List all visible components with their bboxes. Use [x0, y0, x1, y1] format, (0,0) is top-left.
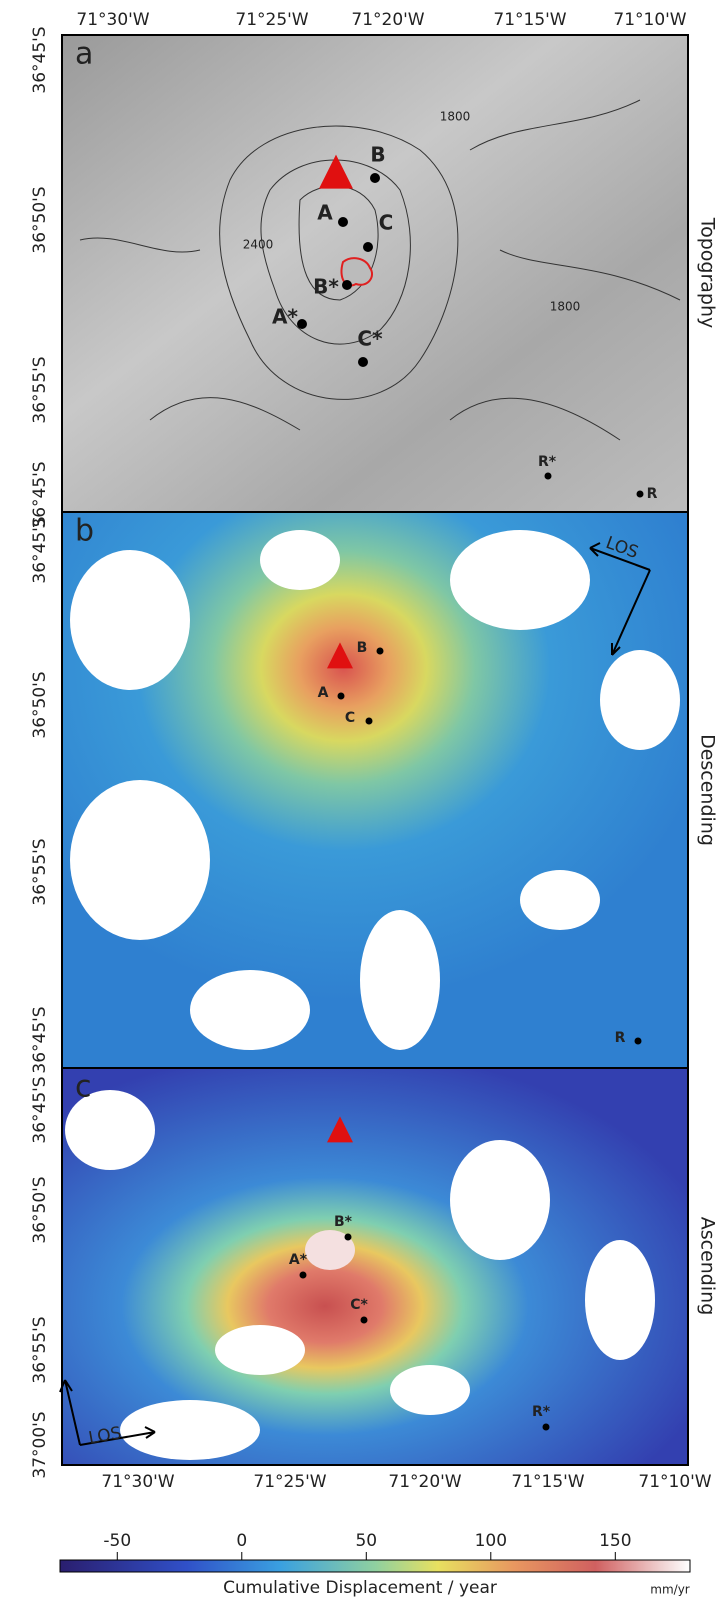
top-lon-label: 71°25'W	[235, 10, 308, 30]
gps-point	[299, 1271, 307, 1279]
volcano-summit	[327, 642, 353, 669]
lat-label: 36°45'S	[30, 1076, 50, 1143]
lat-label: 36°45'S	[30, 26, 50, 93]
gps-point	[376, 647, 384, 655]
bottom-lon-label: 71°30'W	[101, 1472, 174, 1492]
contour-label: 1800	[550, 300, 581, 314]
top-lon-label: 71°30'W	[76, 10, 149, 30]
point-label: A*	[272, 305, 298, 329]
gps-point	[360, 1316, 368, 1324]
gps-point	[337, 692, 345, 700]
lat-label: 36°50'S	[30, 1176, 50, 1243]
point-label: A	[317, 201, 333, 225]
gps-point	[358, 357, 368, 367]
panel-letter: c	[75, 1070, 92, 1105]
point-label: B	[357, 640, 368, 656]
lat-label: 36°55'S	[30, 356, 50, 423]
lat-label: 36°45'S	[30, 516, 50, 583]
point-label: B*	[334, 1214, 353, 1230]
volcano-summit	[319, 154, 353, 189]
lat-label: 37°00'S	[30, 1411, 50, 1478]
volcano-summit	[327, 1116, 353, 1143]
bottom-lon-label: 71°25'W	[253, 1472, 326, 1492]
point-label: C*	[350, 1297, 368, 1313]
gps-point	[363, 242, 373, 252]
point-label: R*	[538, 454, 557, 470]
colorbar-tick-label: 100	[475, 1531, 507, 1551]
lat-label: 36°55'S	[30, 1316, 50, 1383]
lat-label: 36°45'S	[30, 1006, 50, 1073]
los-arrows	[59, 542, 651, 1446]
bottom-lon-label: 71°15'W	[511, 1472, 584, 1492]
gps-point	[636, 490, 644, 498]
panel-name: Descending	[697, 734, 719, 846]
ascending-map	[62, 1068, 688, 1465]
gps-point	[370, 173, 380, 183]
bottom-lon-label: 71°20'W	[388, 1472, 461, 1492]
gps-point	[634, 1037, 642, 1045]
panel-letter: a	[75, 37, 93, 72]
point-label: A*	[289, 1252, 308, 1268]
colorbar-tick-label: -50	[103, 1531, 131, 1551]
point-label: R*	[532, 1404, 551, 1420]
top-lon-label: 71°20'W	[351, 10, 424, 30]
contour-label: 1800	[440, 110, 471, 124]
lat-label: 36°45'S	[30, 461, 50, 528]
topography-map	[62, 35, 688, 512]
gps-point	[544, 472, 552, 480]
colorbar-unit: mm/yr	[650, 1583, 690, 1597]
point-label: R	[647, 486, 658, 502]
gps-point	[338, 217, 348, 227]
gps-point	[365, 717, 373, 725]
point-label: A	[318, 685, 329, 701]
point-label: C	[379, 211, 394, 235]
point-label: C*	[357, 327, 383, 351]
point-label: B	[370, 143, 385, 167]
top-lon-label: 71°15'W	[493, 10, 566, 30]
point-label: B*	[313, 275, 339, 299]
lat-label: 36°50'S	[30, 186, 50, 253]
contour-label: 2400	[243, 238, 274, 252]
panel-name: Ascending	[697, 1217, 719, 1316]
point-label: R	[615, 1030, 626, 1046]
lat-label: 36°50'S	[30, 671, 50, 738]
colorbar-tick-label: 150	[599, 1531, 631, 1551]
gps-point	[542, 1423, 550, 1431]
gps-point	[297, 319, 307, 329]
colorbar-tick-label: 0	[236, 1531, 247, 1551]
point-label: C	[345, 710, 355, 726]
gps-point	[344, 1233, 352, 1241]
panel-letter: b	[75, 514, 94, 549]
panel-name: Topography	[697, 217, 719, 329]
top-lon-label: 71°10'W	[613, 10, 686, 30]
gps-point	[342, 280, 352, 290]
bottom-lon-label: 71°10'W	[638, 1472, 711, 1492]
colorbar	[59, 1559, 691, 1573]
lat-label: 36°55'S	[30, 838, 50, 905]
colorbar-label: Cumulative Displacement / year	[223, 1578, 497, 1598]
panel-frames	[61, 34, 689, 1466]
no-data-areas	[65, 530, 680, 1460]
colorbar-tick-label: 50	[355, 1531, 377, 1551]
